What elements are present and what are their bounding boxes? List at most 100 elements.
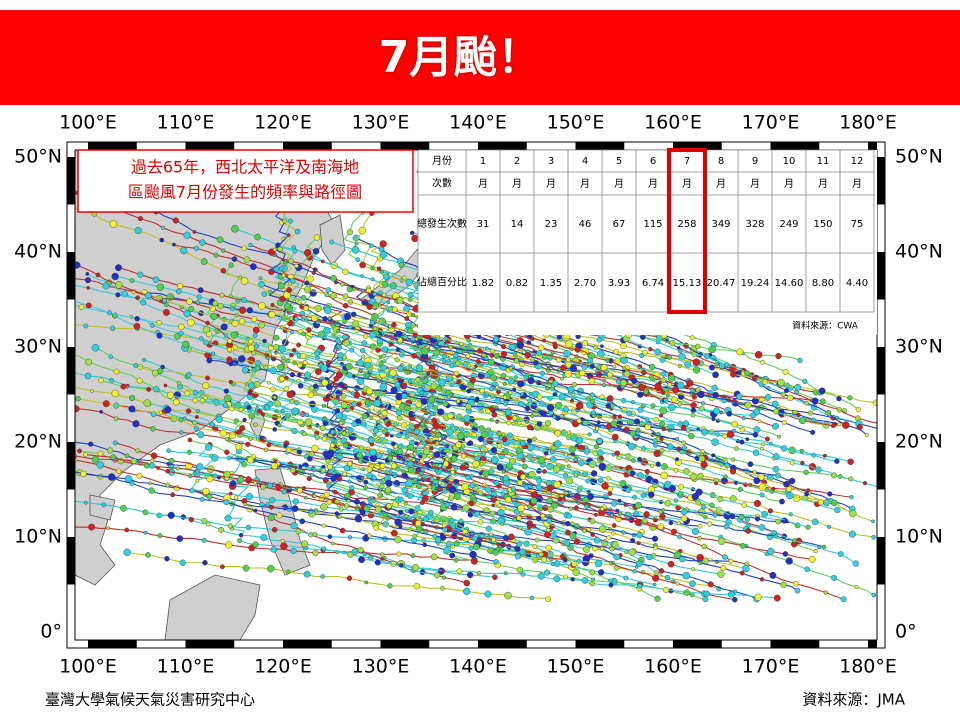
track-point (576, 418, 582, 424)
track-point (238, 533, 244, 538)
track-point (378, 360, 384, 366)
track-point (527, 398, 533, 404)
track-point (339, 421, 344, 426)
track-point (569, 532, 577, 540)
track-point (525, 372, 530, 377)
lon-label: 180°E (839, 112, 897, 134)
track-point (847, 458, 854, 466)
track-point (727, 590, 735, 598)
track-point (294, 263, 299, 269)
track (75, 471, 497, 563)
track-point (525, 420, 529, 424)
track-point (91, 455, 99, 463)
track-point (582, 528, 587, 534)
track-point (435, 432, 442, 438)
track-point (538, 344, 545, 351)
track-point (601, 383, 606, 388)
track-point (526, 424, 533, 431)
track-point (536, 350, 543, 357)
track-point (414, 511, 418, 516)
track-point (519, 473, 527, 481)
track-point (552, 341, 558, 347)
track-point (632, 494, 638, 500)
track-point (370, 343, 377, 350)
track-point (78, 304, 85, 310)
track-point (252, 541, 259, 548)
track-point (589, 569, 596, 576)
track-point (307, 391, 314, 399)
track-point (252, 326, 260, 334)
track-point (677, 381, 685, 390)
track-point (306, 327, 312, 333)
banner (0, 10, 960, 105)
track-point (698, 523, 703, 529)
percent: 2.70 (574, 278, 596, 289)
track-point (398, 262, 405, 269)
track-point (444, 457, 450, 462)
track-point (286, 359, 290, 363)
track-point (220, 323, 228, 331)
track-point (362, 333, 369, 339)
track-point (823, 590, 828, 595)
track-point (788, 512, 793, 517)
track-point (771, 400, 779, 408)
track-point (467, 512, 474, 518)
track-point (677, 401, 683, 407)
track-point (537, 572, 545, 580)
track-point (847, 395, 853, 401)
track-point (396, 448, 404, 455)
track-point (405, 453, 410, 458)
track-point (675, 437, 680, 441)
track-point (148, 481, 152, 486)
frame-segment (478, 142, 527, 150)
track-point (639, 353, 645, 359)
track-point (441, 569, 446, 573)
track-point (415, 364, 424, 372)
track-point (281, 489, 287, 495)
track-point (320, 467, 327, 474)
track-point (228, 361, 234, 367)
track-point (538, 551, 544, 558)
track-point (205, 331, 212, 338)
track-point (476, 570, 481, 576)
track-point (786, 492, 794, 500)
title: 7月颱！ (379, 32, 542, 83)
track-point (52, 285, 56, 289)
track-point (241, 461, 248, 468)
track-point (621, 530, 626, 535)
track-point (785, 557, 793, 565)
track-point (312, 531, 318, 537)
track-point (193, 425, 199, 431)
track-point (547, 505, 554, 513)
track-point (270, 462, 278, 470)
track-point (387, 455, 394, 461)
track-point (852, 560, 859, 567)
track-point (96, 461, 104, 469)
track-point (564, 370, 573, 378)
track-point (502, 475, 510, 482)
track-point (489, 406, 495, 412)
track-point (415, 377, 421, 383)
track-point (782, 551, 789, 557)
track-point (658, 568, 665, 574)
count: 115 (643, 219, 662, 230)
track-point (717, 537, 726, 546)
track-point (267, 565, 275, 573)
track-point (761, 442, 766, 447)
track-point (652, 438, 658, 444)
track-point (604, 358, 610, 363)
track-point (804, 400, 810, 406)
track-point (667, 560, 675, 568)
track-point (107, 310, 113, 316)
track-point (283, 386, 289, 392)
track-point (276, 512, 283, 519)
track-point (320, 259, 325, 264)
track-point (388, 341, 394, 347)
track-point (395, 514, 400, 519)
track-point (535, 483, 542, 490)
track-point (280, 538, 285, 543)
track-point (62, 466, 66, 470)
track-point (210, 351, 216, 356)
track-point (165, 482, 170, 488)
track-point (148, 462, 156, 469)
